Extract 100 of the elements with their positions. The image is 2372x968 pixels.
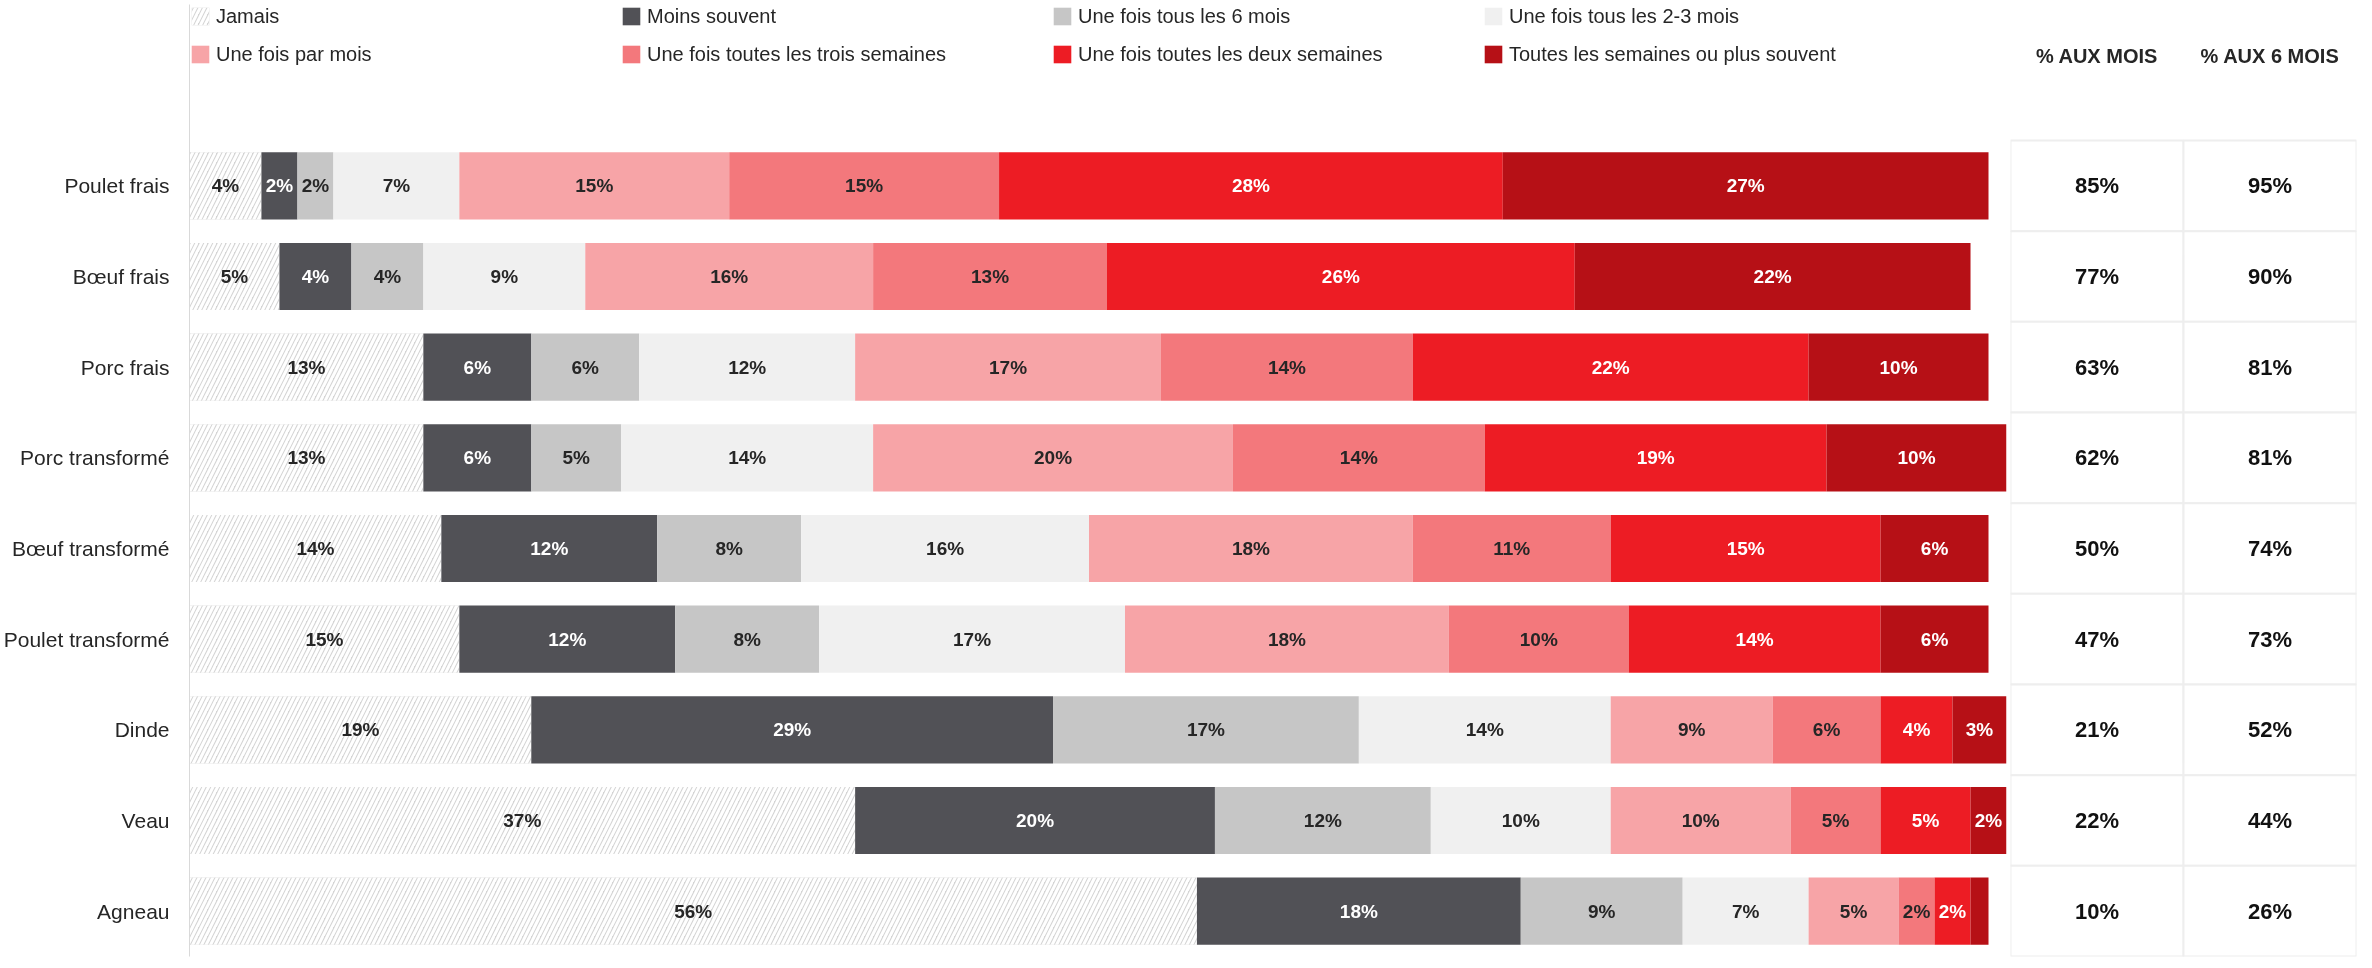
bar <box>531 696 1054 764</box>
bar <box>1952 696 2007 764</box>
bar <box>1484 424 1827 492</box>
bar <box>1808 877 1899 945</box>
data-label: 10% <box>1681 810 1720 831</box>
legend-label: Une fois tous les 2-3 mois <box>1509 4 1741 28</box>
data-label: 4% <box>211 175 240 197</box>
data-label: 10% <box>1519 628 1558 650</box>
data-label: 2% <box>265 175 294 197</box>
data-label: 16% <box>926 538 965 559</box>
bar <box>1880 696 1953 764</box>
data-label: 15% <box>305 628 344 650</box>
bar <box>1628 605 1881 673</box>
x-tick-label: % AUX 6 MOIS <box>2200 45 2339 68</box>
data-label: 74% <box>2247 536 2293 561</box>
y-tick-label: Porc frais <box>80 355 170 379</box>
data-label: 7% <box>382 175 411 197</box>
data-label: 2% <box>301 175 330 197</box>
data-label: 5% <box>1839 900 1868 922</box>
bar <box>261 152 298 220</box>
data-label: 12% <box>728 356 767 378</box>
data-label: 6% <box>463 447 492 469</box>
data-label: 44% <box>2247 808 2293 833</box>
bar <box>531 333 640 401</box>
legend-label: Une fois tous les 6 mois <box>1078 4 1292 28</box>
data-label: 19% <box>1636 447 1675 469</box>
data-label: 2% <box>1938 900 1967 922</box>
bar <box>1160 333 1413 401</box>
data-label: 26% <box>1321 266 1360 287</box>
data-label: 37% <box>503 810 542 831</box>
bar <box>675 605 820 673</box>
data-label: 12% <box>548 628 587 650</box>
legend-label: Une fois toutes les trois semaines <box>647 42 948 66</box>
bar <box>1808 333 1989 401</box>
bar <box>855 333 1161 401</box>
data-label: 12% <box>530 538 569 559</box>
data-label: 5% <box>562 447 591 469</box>
bar <box>1898 877 1935 945</box>
bar <box>1970 877 1989 945</box>
data-label: 16% <box>710 266 749 287</box>
data-label: 4% <box>301 266 330 287</box>
bar <box>1880 514 1989 583</box>
bar <box>423 424 532 492</box>
data-label: 12% <box>1303 810 1342 831</box>
data-label: 20% <box>1034 447 1073 469</box>
y-tick-label: Bœuf frais <box>72 265 170 288</box>
x-tick-label: % AUX MOIS <box>2035 45 2158 68</box>
data-label: 14% <box>1465 719 1504 741</box>
data-label: 13% <box>287 356 326 378</box>
bar <box>1358 696 1611 764</box>
data-label: 81% <box>2247 354 2293 380</box>
data-label: 18% <box>1231 538 1271 559</box>
bar <box>1053 696 1359 764</box>
data-label: 90% <box>2247 264 2293 289</box>
y-tick-label: Bœuf transformé <box>11 537 170 560</box>
data-label: 13% <box>287 447 326 469</box>
data-label: 18% <box>1267 628 1307 650</box>
data-label: 4% <box>373 266 402 287</box>
bar <box>819 605 1125 673</box>
bar <box>1826 424 2007 492</box>
data-label: 4% <box>1902 719 1931 741</box>
bar <box>459 152 730 220</box>
bar <box>1520 877 1683 945</box>
bar <box>423 333 532 401</box>
data-label: 17% <box>989 356 1028 378</box>
y-tick-label: Dinde <box>114 718 170 742</box>
bar <box>621 424 874 492</box>
data-label: 13% <box>971 266 1010 287</box>
bar <box>1610 786 1791 855</box>
data-label: 47% <box>2074 626 2120 652</box>
data-label: 6% <box>1812 719 1841 741</box>
data-label: 77% <box>2074 264 2120 289</box>
bar <box>1124 605 1449 673</box>
data-label: 2% <box>1902 900 1931 922</box>
data-label: 8% <box>733 628 762 650</box>
bar <box>1196 877 1521 945</box>
bar <box>1412 514 1611 583</box>
bar <box>1232 424 1485 492</box>
data-label: 11% <box>1493 538 1531 559</box>
data-label: 15% <box>1726 538 1765 559</box>
bar <box>459 605 676 673</box>
data-label: 27% <box>1726 175 1765 197</box>
data-label: 26% <box>2247 898 2293 924</box>
bar <box>1880 605 1989 673</box>
data-label: 14% <box>1267 356 1307 378</box>
data-label: 22% <box>2074 808 2120 833</box>
data-label: 73% <box>2247 626 2293 652</box>
bar <box>1448 605 1629 673</box>
bar <box>1430 786 1611 855</box>
bar <box>423 242 586 311</box>
bar <box>1772 696 1881 764</box>
y-tick-label: Veau <box>121 809 170 832</box>
data-label: 6% <box>463 356 492 378</box>
data-label: 10% <box>1501 810 1540 831</box>
data-label: 21% <box>2074 717 2120 743</box>
bar <box>333 152 460 220</box>
data-label: 10% <box>2074 898 2120 924</box>
bar <box>729 152 1000 220</box>
data-label: 85% <box>2074 173 2120 199</box>
bar <box>297 152 334 220</box>
